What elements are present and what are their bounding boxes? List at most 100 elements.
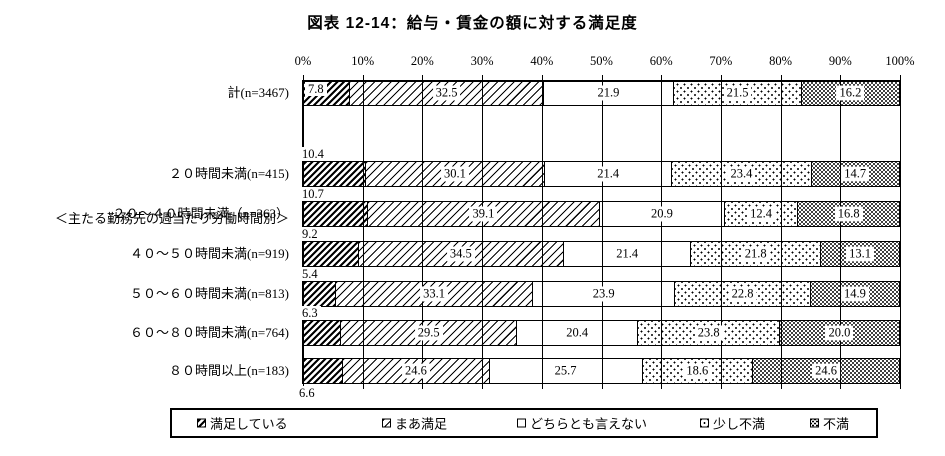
value-label: 39.1 [469,206,498,222]
value-label: 23.9 [589,286,618,302]
axis-tick-label: 10% [351,54,375,68]
gridline [780,80,782,384]
bar-segment: 16.8 [798,202,899,226]
category-label: ５０～６０時間未満(n=813) [130,286,289,301]
axis-top-line [303,80,900,82]
bar-segment [304,321,342,345]
bar-segment: 20.4 [517,321,639,345]
axis-tick [661,75,663,80]
bar-row: 10.7 39.1 20.9 12.4 16.8 [299,187,900,227]
axis-tick [541,75,543,80]
value-label: 18.6 [683,363,712,379]
bar-segment: 39.1 [367,202,601,226]
gridline [362,80,364,384]
legend-item: 満足している [197,414,288,433]
value-label: 16.8 [834,206,863,222]
value-label: 9.2 [299,227,321,241]
axis-tick [840,75,842,80]
bar-segment: 21.5 [674,81,802,105]
axis-tick [720,384,722,389]
axis-tick [422,75,424,80]
value-label: 14.7 [841,166,870,182]
legend-swatch-icon [517,418,526,428]
bar-segment: 25.7 [490,359,643,383]
bar-row: 6.6 24.6 25.7 18.6 24.6 [296,358,900,400]
legend-item: 少し不満 [700,414,765,433]
value-label: 14.9 [841,286,869,302]
legend-label: 満足している [210,416,288,432]
axis-tick [780,75,782,80]
value-label: 21.5 [723,85,752,101]
category-label: ８０時間以上(n=183) [169,363,289,378]
axis-tick [601,384,603,389]
value-label: 32.5 [432,85,461,101]
gridline [541,80,543,384]
bar-segment: 21.9 [544,81,675,105]
axis-tick [422,384,424,389]
value-label: 30.1 [440,166,469,182]
axis-tick [900,75,901,80]
value-label: 34.5 [446,246,475,262]
value-label: 6.3 [299,306,321,320]
chart-title: 図表 12-14：給与・賃金の額に対する満足度 [307,15,638,32]
bar-segment: 21.8 [691,242,822,266]
legend-swatch-icon [700,418,709,428]
axis-tick [541,384,543,389]
bar-segment: 23.9 [533,282,676,306]
x-axis: 0% 10% 20% 30% 40% 50% 60% 70% 80% 90% 100% [295,54,915,70]
bar-segment [304,202,368,226]
value-label: 6.6 [296,386,318,400]
value-label: 10.7 [299,187,327,201]
axis-tick-label: 0% [294,54,312,68]
legend-label: 少し不満 [713,416,766,432]
gridline [601,80,603,384]
legend-label: どちらとも言えない [530,416,648,432]
bar-row: 9.2 34.5 21.4 21.8 13.1 [299,227,900,267]
bar-row: 10.4 30.1 21.4 23.4 14.7 [299,147,900,187]
value-label: 20.4 [563,325,592,341]
legend-swatch-icon [382,418,391,428]
value-label: 23.8 [694,325,723,341]
gridline [661,80,663,384]
legend-item: 不満 [810,414,849,433]
axis-tick [601,75,603,80]
bar-segment: 21.4 [564,242,692,266]
value-label: 10.4 [299,147,327,161]
group-header-label: ＜主たる勤務先の週当たり労働時間別＞ [54,211,289,226]
plot-area: 7.8 32.5 21.9 21.5 16.2 10.4 30.1 21.4 23.4 14.7 1… [296,75,901,400]
value-label: 21.4 [594,166,623,182]
bar-segment: 33.1 [336,282,534,306]
value-label: 21.8 [741,246,770,262]
axis-tick-label: 20% [410,54,434,68]
bar-segment: 16.2 [802,81,899,105]
value-label: 5.4 [299,267,321,281]
value-label: 24.6 [812,363,840,379]
axis-tick-label: 100% [885,54,915,68]
legend-swatch-icon [197,418,206,428]
axis-tick-label: 50% [590,54,613,68]
axis-tick [900,384,901,389]
value-label: 29.5 [414,325,443,341]
bar-segment: 32.5 [350,81,544,105]
value-label: 23.4 [727,166,756,182]
value-label: 20.0 [825,325,854,341]
legend-item: まあ満足 [382,414,447,433]
bar-segment [304,242,359,266]
category-label: ２０時間未満(n=415) [169,166,289,181]
axis-tick-label: 80% [769,54,793,68]
gridline [840,80,842,384]
bar-segment: 18.6 [642,359,754,383]
bar-segment: 20.9 [600,202,725,226]
axis-tick-label: 60% [649,54,673,68]
bar-segment: 13.1 [821,242,899,266]
category-label: ６０～８０時間未満(n=764) [130,325,289,340]
bar-segment: 20.0 [779,321,899,345]
bar-row: 6.3 29.5 20.4 23.8 20.0 [299,306,900,346]
value-label: 25.7 [551,363,580,379]
category-label: ４０～５０時間未満(n=919) [130,246,289,261]
bar-segment: 29.5 [341,321,517,345]
value-label: 16.2 [836,85,865,101]
bar-segment: 14.7 [811,162,899,186]
bar-segment: 22.8 [675,282,811,306]
